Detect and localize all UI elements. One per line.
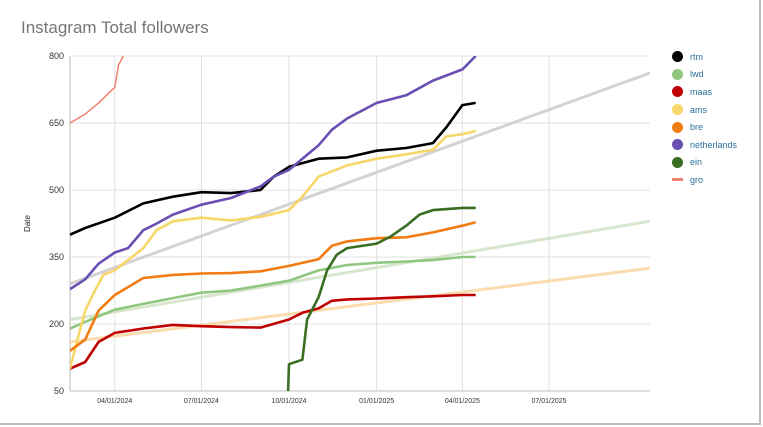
legend-label: gro: [690, 174, 704, 185]
trendline-maas: [70, 266, 650, 344]
x-tick-label: 01/01/2025: [359, 398, 394, 405]
y-tick-label: 200: [49, 319, 64, 329]
legend-label: bre: [690, 122, 704, 133]
legend-label: maas: [690, 86, 713, 97]
legend-item-lwd[interactable]: lwd: [672, 66, 737, 84]
y-axis-label: Date: [23, 215, 32, 232]
series-line-ein: [286, 206, 476, 391]
chart-legend: rtm lwd maas ams bre netherlands ein gro: [672, 48, 737, 189]
series-line-rtm: [70, 101, 476, 236]
x-tick-label: 04/01/2025: [445, 398, 480, 405]
y-tick-label: 500: [49, 185, 64, 195]
x-tick-label: 07/01/2025: [532, 398, 567, 405]
trendline-netherlands: [70, 71, 650, 286]
y-tick-label: 800: [49, 51, 64, 61]
y-tick-label: 350: [49, 252, 64, 262]
series-line-maas: [70, 293, 476, 370]
legend-swatch: [672, 51, 683, 63]
legend-item-maas[interactable]: maas: [672, 83, 737, 101]
x-tick-label: 04/01/2024: [97, 398, 132, 405]
series-line-ams: [70, 129, 477, 370]
legend-swatch: [672, 104, 683, 116]
series-line-lwd: [70, 255, 476, 330]
trendline-lwd: [70, 219, 650, 322]
x-tick-label: 07/01/2024: [184, 398, 219, 405]
legend-item-netherlands[interactable]: netherlands: [672, 136, 737, 154]
x-tick-label: 10/01/2024: [272, 398, 307, 405]
legend-item-ams[interactable]: ams: [672, 101, 737, 119]
legend-label: ams: [690, 104, 708, 115]
legend-item-bre[interactable]: bre: [672, 118, 737, 136]
legend-swatch: [672, 86, 683, 98]
legend-swatch: [672, 121, 683, 133]
legend-label: lwd: [690, 69, 704, 80]
legend-label: ein: [690, 157, 703, 168]
legend-item-gro[interactable]: gro: [672, 171, 737, 189]
legend-item-ein[interactable]: ein: [672, 154, 737, 172]
legend-swatch: [672, 139, 683, 151]
y-tick-label: 50: [54, 386, 64, 396]
series-line-netherlands: [70, 56, 477, 291]
legend-swatch: [672, 178, 683, 182]
legend-swatch: [672, 156, 683, 168]
legend-label: rtm: [690, 51, 703, 62]
legend-label: netherlands: [690, 139, 738, 150]
chart-title: Instagram Total followers: [21, 18, 209, 37]
legend-swatch: [672, 68, 683, 80]
legend-item-rtm[interactable]: rtm: [672, 48, 737, 66]
series-line-bre: [70, 220, 477, 352]
series-line-gro: [70, 56, 124, 124]
y-tick-label: 650: [49, 118, 64, 128]
